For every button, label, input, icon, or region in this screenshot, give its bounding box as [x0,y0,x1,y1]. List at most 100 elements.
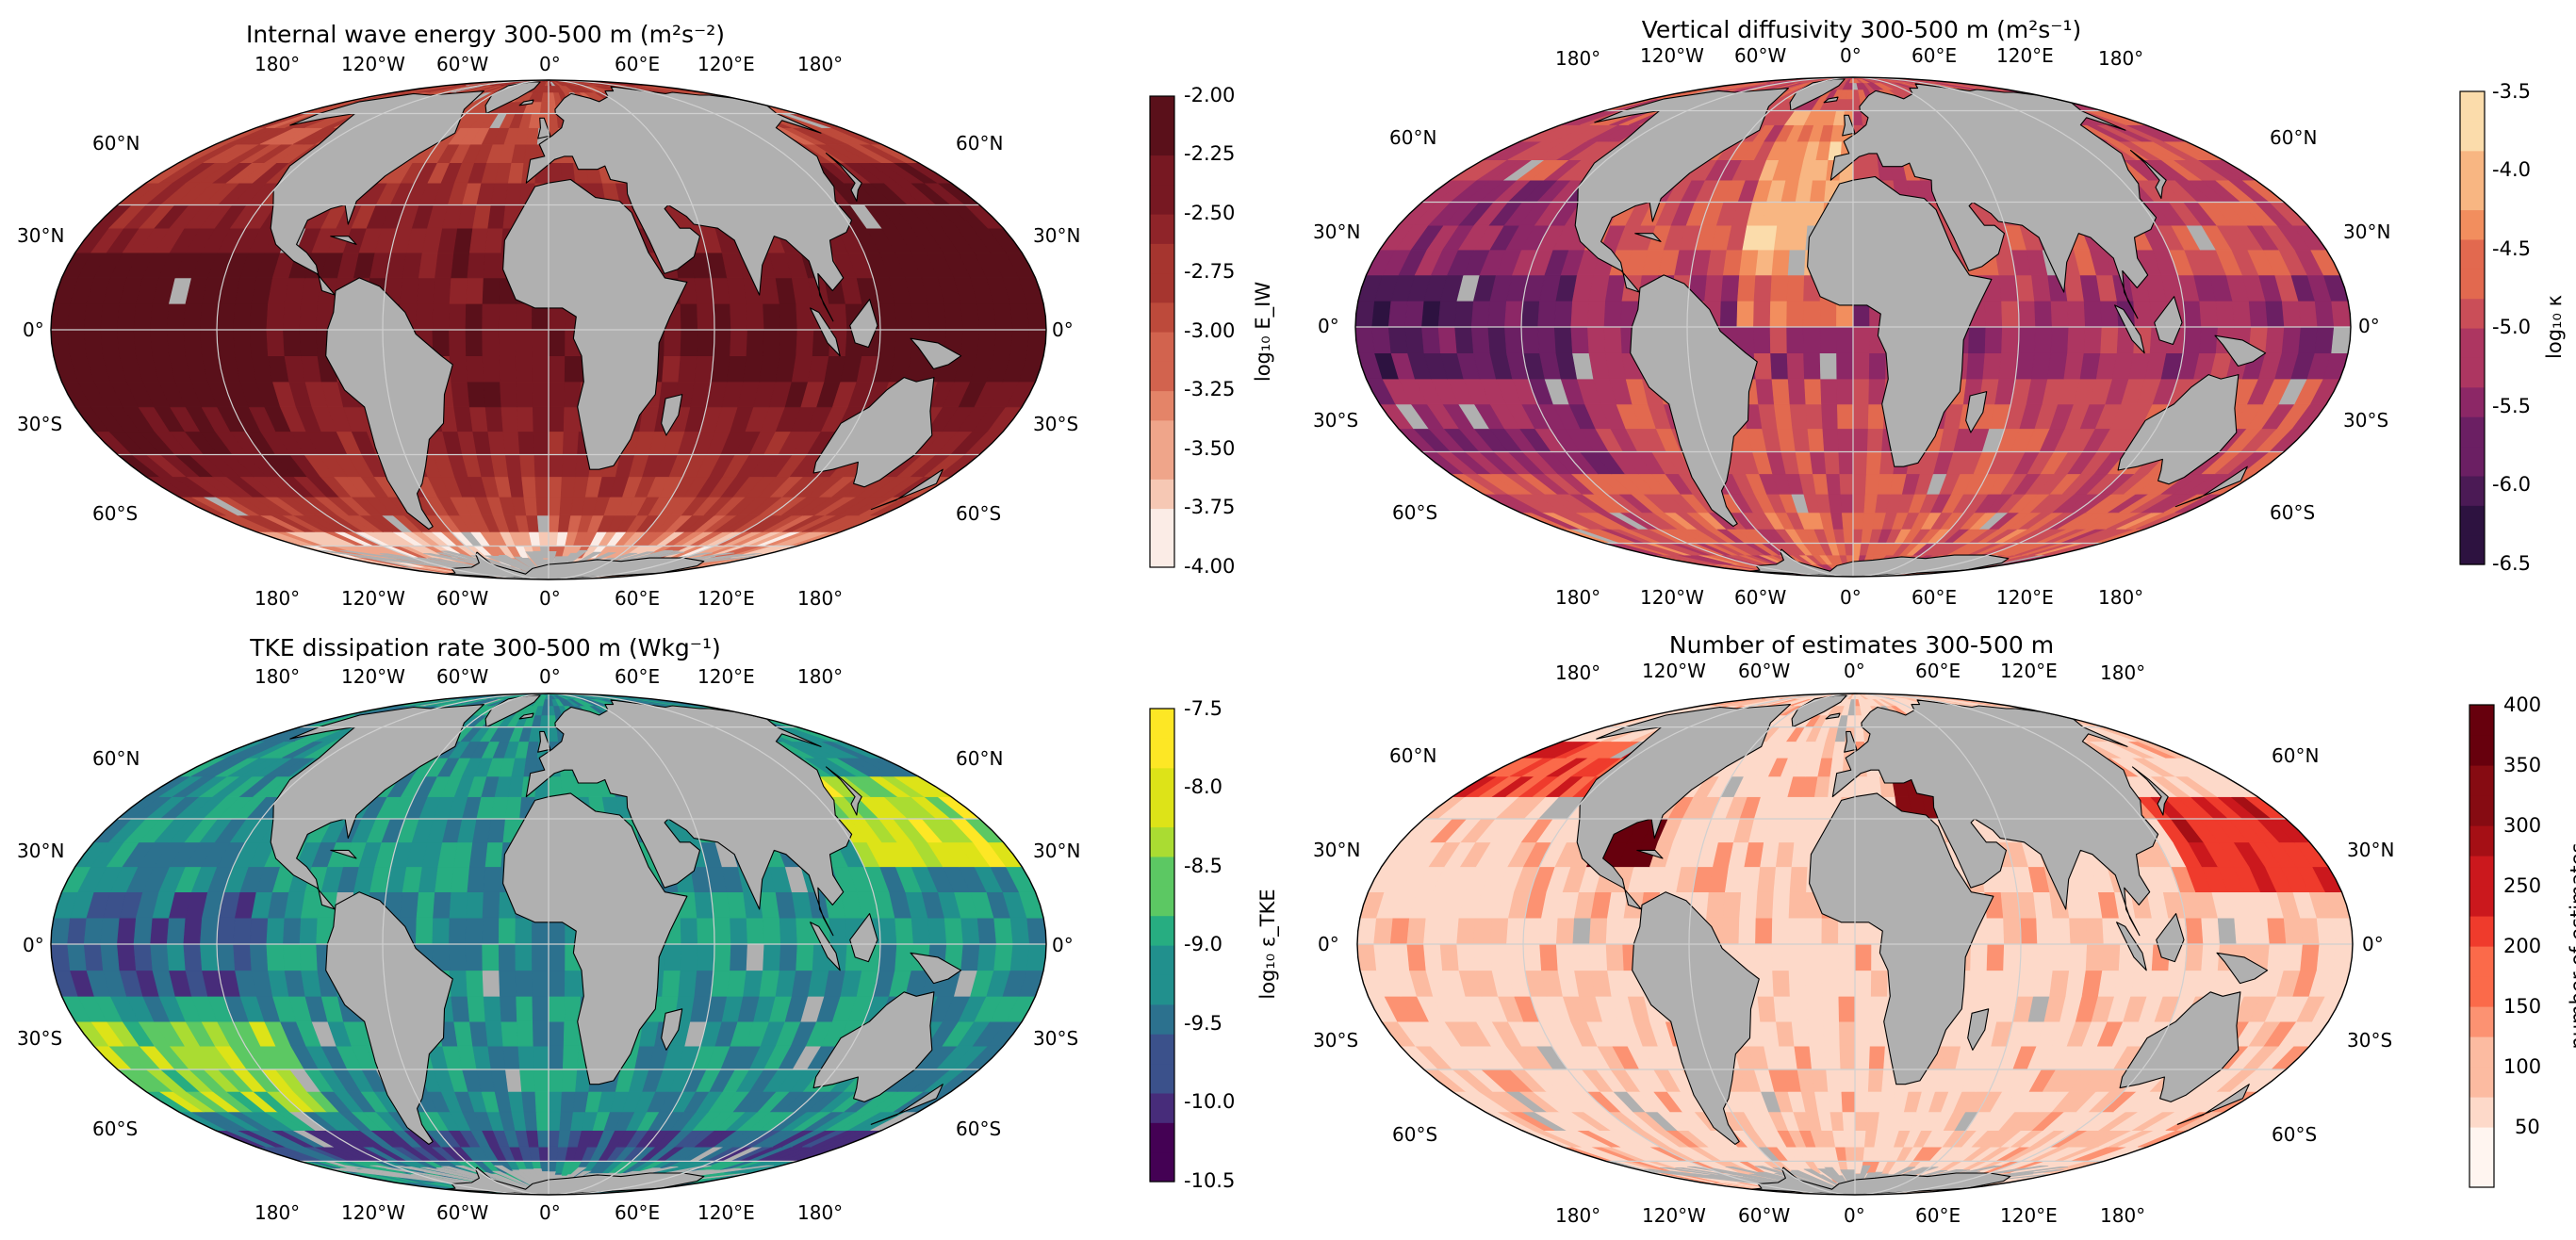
colorbar-step [2460,386,2485,417]
data-cell [1984,301,2003,328]
colorbar-step [2460,328,2485,358]
data-cell [515,917,533,945]
data-cell [796,943,814,971]
data-cell [299,943,319,971]
data-cell [1786,301,1804,328]
data-cell [2248,301,2269,328]
colorbar-tick: -2.25 [1184,142,1236,165]
data-cell [1769,326,1788,353]
data-cell [1773,403,1794,430]
data-cell [2232,301,2252,328]
data-cell [500,1020,519,1047]
data-cell [538,531,550,547]
data-cell [1998,352,2019,380]
data-cell [1719,301,1738,328]
data-cell [993,917,1014,945]
data-cell [465,943,484,971]
data-cell [499,970,517,997]
data-cell [1009,943,1030,971]
data-cell [664,943,682,971]
data-cell [1404,301,1425,328]
colorbar-step [1150,125,1174,156]
data-cell [2001,301,2020,328]
data-cell [1355,301,1375,328]
data-cell [1603,301,1623,328]
data-cell [1454,301,1474,328]
data-cell [2050,301,2070,328]
data-cell [697,917,715,945]
data-cell [535,1111,550,1131]
data-cell [2281,326,2302,353]
data-cell [1836,403,1854,430]
colorbar-step [2460,505,2485,536]
data-cell [233,943,253,971]
data-cell [449,917,467,945]
data-cell [2014,352,2035,380]
data-cell [2298,326,2319,353]
data-cell [2083,326,2103,353]
panel-title: Internal wave energy 300-500 m (m²s⁻²) [245,21,726,48]
data-cell [166,943,187,971]
data-cell [200,943,220,971]
data-cell [1504,301,1524,328]
data-cell [894,943,914,971]
data-cell [1844,98,1854,111]
colorbar-tick: -3.00 [1184,319,1236,342]
data-cell [1837,428,1854,452]
lon-label: 120°E [1996,44,2054,67]
data-cell [83,943,104,971]
data-cell [533,1069,550,1092]
data-cell [1487,326,1507,353]
data-cell [517,1020,534,1047]
data-cell [498,917,517,945]
colorbar-step [2460,357,2485,388]
data-cell [166,917,187,945]
data-cell [1821,403,1839,430]
data-cell [1807,428,1825,452]
lon-label: 120°W [341,587,405,610]
data-cell [498,943,517,971]
data-cell [1371,301,1392,328]
lat-label: 60°S [2270,501,2316,524]
data-cell [1355,326,1375,353]
data-cell [1852,326,1870,353]
lon-label: 120°W [1640,44,1704,67]
data-cell [2017,326,2036,353]
data-cell [1984,326,2003,353]
data-cell [2298,301,2319,328]
data-cell [1820,378,1838,405]
colorbar-step [1150,419,1174,450]
data-cell [83,917,104,945]
data-cell [1769,301,1788,328]
data-cell [299,917,319,945]
data-cell [1805,403,1824,430]
data-cell [2331,301,2351,328]
colorbar-step [1150,302,1174,333]
data-cell [878,917,897,945]
data-cell [1009,329,1030,356]
data-cell [1841,512,1854,530]
colorbar-step [1150,508,1174,539]
data-cell [1026,329,1046,356]
data-cell [763,917,781,945]
data-cell [1371,326,1392,353]
data-cell [943,917,964,945]
lon-label: 60°W [1734,586,1787,609]
data-cell [416,891,435,919]
data-cell [1828,494,1843,514]
data-cell [1822,428,1840,452]
data-cell [713,917,731,945]
data-cell [2265,326,2285,353]
data-cell [1803,352,1821,380]
data-cell [133,917,154,945]
data-cell [1009,303,1030,331]
data-cell [746,943,765,971]
data-cell [1737,274,1757,302]
data-cell [2034,301,2053,328]
data-cell [1755,378,1775,405]
data-cell [2182,326,2202,353]
data-cell [1470,326,1491,353]
data-cell [1739,249,1759,276]
data-cell [2034,326,2053,353]
data-cell [521,1091,537,1113]
